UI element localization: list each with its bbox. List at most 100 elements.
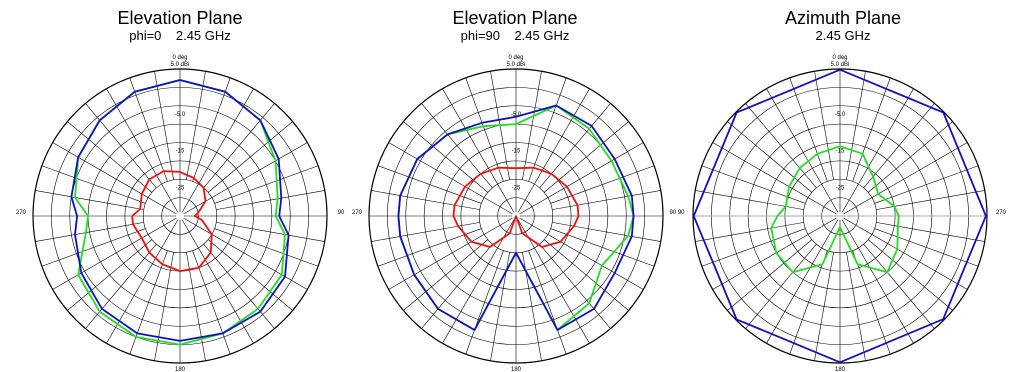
grid-spoke <box>789 77 828 182</box>
grid-spoke <box>129 77 168 182</box>
grid-spoke <box>214 228 319 267</box>
grid-spoke <box>852 77 891 182</box>
grid-spoke <box>517 219 590 344</box>
grid-spoke <box>216 222 325 242</box>
grid-spoke <box>154 71 174 180</box>
chart3-title: Azimuth Plane <box>784 8 902 28</box>
left-angle-label: 270 <box>16 210 27 216</box>
right-angle-label: 90 90 <box>669 210 685 216</box>
grid-spoke <box>539 243 611 329</box>
grid-spoke <box>388 217 513 290</box>
grid-spoke <box>181 88 254 213</box>
grid-spoke <box>203 103 275 189</box>
grid-spoke <box>371 222 480 242</box>
grid-spoke <box>186 71 206 180</box>
ring-label: -5.0 <box>175 112 186 118</box>
grid-spoke <box>183 217 308 290</box>
series-blue <box>70 79 290 342</box>
grid-spoke <box>841 88 914 213</box>
grid-spoke <box>517 88 590 213</box>
top-angle-label: 0 deg <box>172 55 187 61</box>
grid-spoke <box>106 219 179 344</box>
grid-spoke <box>421 243 493 329</box>
grid-spoke <box>528 250 567 355</box>
bottom-angle-label: 180 <box>835 367 846 372</box>
grid-spoke <box>522 71 542 180</box>
grid-spoke <box>371 190 480 210</box>
grid-spoke <box>712 142 837 215</box>
grid-spoke <box>528 77 567 182</box>
grid-spoke <box>846 71 866 180</box>
grid-spoke <box>814 71 834 180</box>
grid-spoke <box>41 165 146 204</box>
ring-label: -25 <box>512 185 521 191</box>
right-angle-label: 90 <box>338 210 345 216</box>
grid-spoke <box>35 222 144 242</box>
grid-spoke <box>745 243 817 329</box>
grid-spoke <box>67 121 153 193</box>
series-blue <box>692 68 987 364</box>
ring-label: -25 <box>836 185 845 191</box>
unit-label: 5.0 dBi <box>831 62 850 68</box>
grid-spoke <box>192 77 231 182</box>
grid-spoke <box>67 239 153 311</box>
series-green <box>74 79 286 346</box>
chart2-title: Elevation Plane <box>452 8 578 28</box>
grid-spoke <box>727 121 813 193</box>
grid-spoke <box>52 217 177 290</box>
bottom-angle-label: 180 <box>175 367 186 372</box>
grid-spoke <box>519 142 644 215</box>
grid-spoke <box>52 142 177 215</box>
grid-spoke <box>35 190 144 210</box>
grid-spoke <box>216 190 325 210</box>
grid-spoke <box>863 243 935 329</box>
grid-spoke <box>874 228 979 267</box>
ring-label: -5.0 <box>835 112 846 118</box>
unit-label: 5.0 dBi <box>507 62 526 68</box>
grid-spoke <box>745 103 817 189</box>
grid-spoke <box>876 222 985 242</box>
grid-spoke <box>552 190 661 210</box>
grid-spoke <box>207 239 293 311</box>
grid-spoke <box>863 103 935 189</box>
chart2-subtitle: phi=90 2.45 GHz <box>460 28 570 43</box>
top-angle-label: 0 deg <box>832 55 847 61</box>
grid-spoke <box>846 252 866 361</box>
grid-spoke <box>106 88 179 213</box>
grid-spoke <box>85 103 157 189</box>
grid-spoke <box>550 228 655 267</box>
grid-spoke <box>695 222 804 242</box>
grid-spoke <box>543 239 629 311</box>
right-angle-label: 270 <box>996 210 1007 216</box>
grid-spoke <box>41 228 146 267</box>
grid-spoke <box>727 239 813 311</box>
grid-spoke <box>403 239 489 311</box>
chart3-subtitle: 2.45 GHz <box>815 28 871 43</box>
grid-spoke <box>867 121 953 193</box>
grid-spoke <box>814 252 834 361</box>
grid-spoke <box>85 243 157 329</box>
grid-spoke <box>867 239 953 311</box>
grid-spoke <box>519 217 644 290</box>
ring-label: -25 <box>176 185 185 191</box>
grid-spoke <box>442 219 515 344</box>
grid-spoke <box>550 165 655 204</box>
grid-spoke <box>766 88 839 213</box>
ring-label: -15 <box>176 149 185 155</box>
grid-spoke <box>207 121 293 193</box>
series-green <box>770 145 900 274</box>
series-blue <box>397 104 635 331</box>
grid-spoke <box>701 228 806 267</box>
top-angle-label: 0 deg <box>508 55 523 61</box>
grid-spoke <box>874 165 979 204</box>
ring-label: -15 <box>836 149 845 155</box>
grid-spoke <box>552 222 661 242</box>
grid-spoke <box>789 250 828 355</box>
chart1-title: Elevation Plane <box>117 8 243 28</box>
grid-spoke <box>377 228 482 267</box>
grid-spoke <box>852 250 891 355</box>
grid-spoke <box>154 252 174 361</box>
grid-spoke <box>843 217 968 290</box>
grid-spoke <box>442 88 515 213</box>
